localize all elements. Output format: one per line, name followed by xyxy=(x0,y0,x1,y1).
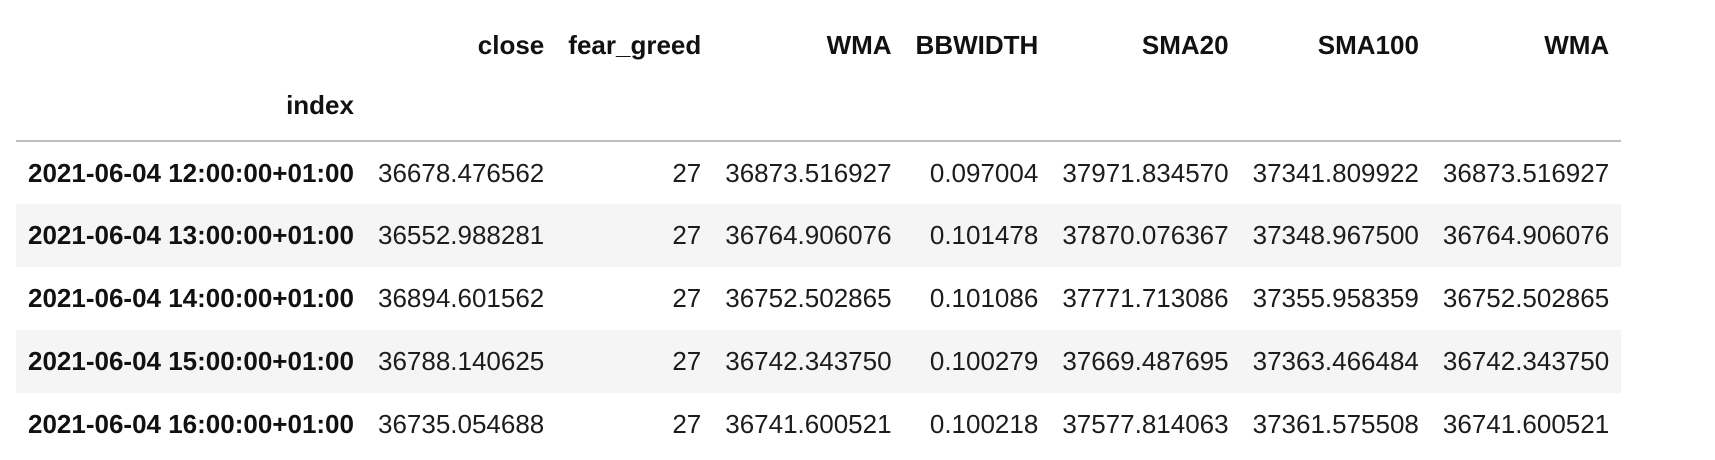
cell-bbwidth: 0.100218 xyxy=(929,409,1039,439)
cell-close: 36735.054688 xyxy=(377,409,545,439)
column-header-close: close xyxy=(477,29,545,60)
cell-wma: 36742.343750 xyxy=(725,346,892,376)
cell-wma-2: 36742.343750 xyxy=(1442,346,1610,376)
dataframe-table: close fear_greed WMA BBWIDTH SMA20 SMA10… xyxy=(16,0,1622,456)
corner-cell xyxy=(16,0,366,90)
cell-bbwidth: 0.097004 xyxy=(929,157,1039,188)
column-header-sma20: SMA20 xyxy=(1141,29,1229,60)
cell-wma-2: 36873.516927 xyxy=(1442,157,1610,188)
cell-fear-greed: 27 xyxy=(672,220,702,250)
table-row: 2021-06-04 16:00:00+01:00 36735.054688 2… xyxy=(16,393,1621,456)
cell-wma: 36764.906076 xyxy=(725,220,892,250)
table-body: 2021-06-04 12:00:00+01:00 36678.476562 2… xyxy=(16,141,1622,456)
cell-sma20: 37577.814063 xyxy=(1062,409,1229,439)
cell-sma100: 37363.466484 xyxy=(1252,346,1419,376)
cell-wma-2: 36752.502865 xyxy=(1442,283,1610,313)
cell-close: 36678.476562 xyxy=(377,157,545,188)
cell-sma100: 37355.958359 xyxy=(1252,283,1419,313)
cell-sma100: 37341.809922 xyxy=(1252,157,1419,188)
table-header: close fear_greed WMA BBWIDTH SMA20 SMA10… xyxy=(16,0,1622,141)
column-header-sma100: SMA100 xyxy=(1317,29,1419,60)
cell-sma100: 37348.967500 xyxy=(1252,220,1419,250)
cell-wma-2: 36764.906076 xyxy=(1442,220,1610,250)
row-index: 2021-06-04 14:00:00+01:00 xyxy=(28,283,354,313)
table-row: 2021-06-04 12:00:00+01:00 36678.476562 2… xyxy=(16,141,1621,204)
cell-wma: 36741.600521 xyxy=(725,409,892,439)
row-index: 2021-06-04 16:00:00+01:00 xyxy=(28,409,354,439)
cell-wma: 36873.516927 xyxy=(725,157,892,188)
table-row: 2021-06-04 15:00:00+01:00 36788.140625 2… xyxy=(16,330,1622,393)
cell-bbwidth: 0.101086 xyxy=(929,283,1039,313)
cell-close: 36552.988281 xyxy=(377,220,545,250)
cell-sma20: 37669.487695 xyxy=(1062,346,1229,376)
cell-sma20: 37971.834570 xyxy=(1062,157,1229,188)
cell-bbwidth: 0.101478 xyxy=(929,220,1039,250)
table-row: 2021-06-04 14:00:00+01:00 36894.601562 2… xyxy=(16,267,1621,330)
cell-close: 36894.601562 xyxy=(377,283,545,313)
cell-fear-greed: 27 xyxy=(672,157,702,188)
column-header-wma: WMA xyxy=(826,29,892,60)
row-index: 2021-06-04 15:00:00+01:00 xyxy=(28,346,354,376)
cell-sma20: 37771.713086 xyxy=(1062,283,1229,313)
index-name-row: index xyxy=(16,90,1622,141)
cell-wma: 36752.502865 xyxy=(725,283,892,313)
column-header-bbwidth: BBWIDTH xyxy=(915,29,1039,60)
cell-fear-greed: 27 xyxy=(672,346,702,376)
cell-fear-greed: 27 xyxy=(672,409,702,439)
row-index: 2021-06-04 13:00:00+01:00 xyxy=(28,220,354,250)
column-header-fear-greed: fear_greed xyxy=(568,29,702,60)
column-header-wma-2: WMA xyxy=(1544,29,1610,60)
cell-fear-greed: 27 xyxy=(672,283,702,313)
row-index: 2021-06-04 12:00:00+01:00 xyxy=(28,157,354,188)
cell-bbwidth: 0.100279 xyxy=(929,346,1039,376)
dataframe-output: close fear_greed WMA BBWIDTH SMA20 SMA10… xyxy=(16,0,1622,456)
cell-wma-2: 36741.600521 xyxy=(1442,409,1610,439)
cell-sma20: 37870.076367 xyxy=(1062,220,1229,250)
cell-close: 36788.140625 xyxy=(377,346,545,376)
index-name-header: index xyxy=(286,90,354,120)
cell-sma100: 37361.575508 xyxy=(1252,409,1419,439)
column-header-row: close fear_greed WMA BBWIDTH SMA20 SMA10… xyxy=(16,0,1621,90)
table-row: 2021-06-04 13:00:00+01:00 36552.988281 2… xyxy=(16,204,1622,267)
